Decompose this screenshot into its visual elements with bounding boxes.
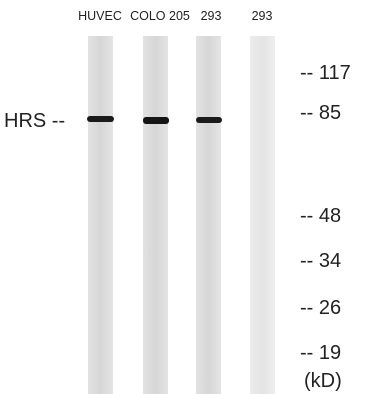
band xyxy=(87,116,114,122)
marker-label: -- 34 xyxy=(300,250,341,272)
unit-label: (kD) xyxy=(304,370,342,392)
marker-label: -- 48 xyxy=(300,205,341,227)
band xyxy=(196,117,222,123)
lane xyxy=(88,36,113,394)
lane xyxy=(196,36,221,394)
band xyxy=(143,117,169,124)
blot-figure: HUVEC COLO 205 293 293 HRS -- -- 117 -- … xyxy=(0,0,366,394)
protein-label: HRS -- xyxy=(4,110,65,132)
marker-label: -- 117 xyxy=(300,62,351,84)
lane-label: COLO 205 xyxy=(130,9,190,23)
lane-label: 293 xyxy=(252,9,273,23)
lane xyxy=(143,36,168,394)
lane-label: HUVEC xyxy=(78,9,122,23)
marker-label: -- 26 xyxy=(300,297,341,319)
marker-label: -- 19 xyxy=(300,342,341,364)
marker-label: -- 85 xyxy=(300,102,341,124)
lane xyxy=(250,36,275,394)
lane-label: 293 xyxy=(201,9,222,23)
